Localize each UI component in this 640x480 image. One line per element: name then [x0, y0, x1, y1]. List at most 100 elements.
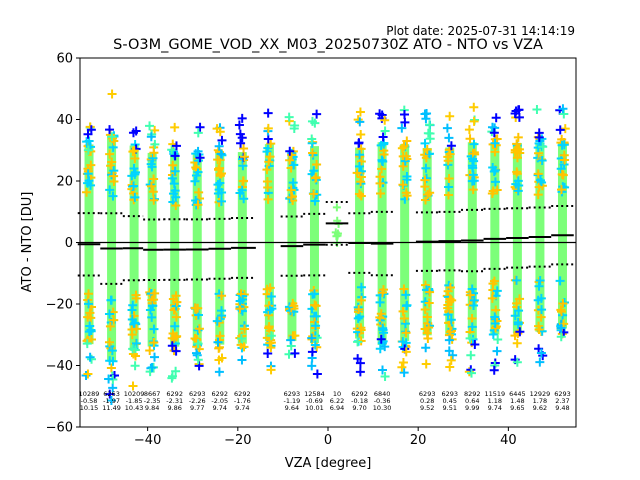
data-point — [285, 155, 295, 165]
outlier-point — [380, 342, 390, 352]
data-point — [512, 167, 522, 177]
bin-mean-label: 6.22 — [330, 397, 344, 405]
outlier-point — [492, 346, 502, 356]
bin-mean-label: -2.05 — [211, 397, 228, 405]
bin-count-label: 6292 — [234, 390, 251, 398]
data-point — [422, 312, 432, 322]
data-point — [171, 312, 181, 322]
data-point — [487, 188, 497, 198]
outlier-point — [145, 121, 155, 131]
y-tick-label: 60 — [56, 52, 73, 67]
outlier-point — [216, 149, 226, 159]
data-point — [534, 324, 544, 334]
outlier-point — [170, 122, 180, 132]
data-point — [85, 308, 95, 318]
outlier-point — [193, 339, 203, 349]
outlier-point — [446, 355, 456, 365]
bin-mean-label: -0.58 — [81, 397, 98, 405]
bin-mean-label: -1.76 — [234, 397, 251, 405]
data-point — [309, 166, 319, 176]
outlier-point — [356, 129, 366, 139]
data-point — [84, 136, 94, 146]
data-point — [401, 188, 411, 198]
outlier-point — [355, 117, 365, 127]
data-point — [239, 194, 249, 204]
plot-content — [77, 89, 576, 405]
data-point — [84, 289, 94, 299]
data-point — [240, 324, 250, 334]
data-point — [534, 182, 544, 192]
data-point — [149, 295, 159, 305]
data-point — [128, 300, 138, 310]
bin-std-label: 9.84 — [145, 404, 159, 412]
outlier-point — [397, 123, 407, 133]
y-tick-label: −60 — [46, 421, 73, 436]
data-point — [512, 146, 522, 156]
data-point — [235, 296, 245, 306]
bin-mean-label: 1.48 — [510, 397, 524, 405]
outlier-point — [511, 106, 521, 116]
bin-mean-label: 2.37 — [555, 397, 569, 405]
bin-std-label: 10.15 — [80, 404, 99, 412]
outlier-point — [167, 145, 177, 155]
bin-std-label: 9.65 — [510, 404, 524, 412]
y-tick-label: 20 — [56, 175, 73, 190]
outlier-point — [560, 124, 570, 134]
bin-mean-label: -2.26 — [189, 397, 206, 405]
outlier-point — [307, 361, 317, 371]
bin-std-label: 9.74 — [235, 404, 249, 412]
outlier-point — [444, 133, 454, 143]
outlier-point — [353, 337, 363, 347]
bin-std-label: 9.64 — [285, 404, 299, 412]
data-point — [490, 177, 500, 187]
data-point — [131, 324, 141, 334]
data-point — [445, 294, 455, 304]
outlier-point — [307, 333, 317, 343]
outlier-point — [150, 139, 160, 149]
bin-std-label: 10.01 — [305, 404, 324, 412]
outlier-point — [378, 132, 388, 142]
bin-count-label: 6293 — [441, 390, 458, 398]
outlier-point — [263, 123, 273, 133]
bin-count-label: 6292 — [351, 390, 368, 398]
outlier-point — [420, 109, 430, 119]
data-point — [398, 161, 408, 171]
x-tick-label: −20 — [224, 433, 251, 448]
bin-count-label: 8667 — [144, 390, 161, 398]
outlier-point — [401, 347, 411, 357]
bin-mean-label: -2.35 — [144, 397, 161, 405]
outlier-point — [421, 359, 431, 369]
data-point — [425, 287, 435, 297]
data-point — [356, 295, 366, 305]
data-point — [420, 182, 430, 192]
data-point — [510, 311, 520, 321]
outlier-point — [286, 335, 296, 345]
outlier-point — [145, 367, 155, 377]
data-point — [534, 281, 544, 291]
outlier-point — [284, 112, 294, 122]
outlier-point — [380, 126, 390, 136]
outlier-point — [312, 369, 322, 379]
bin-count-label: 6293 — [284, 390, 301, 398]
outlier-point — [380, 115, 390, 125]
data-point — [213, 188, 223, 198]
outlier-point — [130, 361, 140, 371]
data-point — [469, 295, 479, 305]
data-point — [492, 185, 502, 195]
data-point — [401, 328, 411, 338]
bin-count-label: 11519 — [484, 390, 505, 398]
data-point — [216, 196, 226, 206]
data-point — [443, 156, 453, 166]
outlier-point — [512, 357, 522, 367]
x-tick-label: 0 — [324, 433, 332, 448]
bin-std-label: 9.51 — [443, 404, 457, 412]
data-point — [147, 162, 157, 172]
data-point — [492, 286, 502, 296]
outlier-point — [470, 340, 480, 350]
data-point — [265, 152, 275, 162]
data-point — [312, 159, 322, 169]
data-point — [131, 290, 141, 300]
data-point — [266, 291, 276, 301]
outlier-point — [170, 151, 180, 161]
data-point — [106, 363, 116, 373]
